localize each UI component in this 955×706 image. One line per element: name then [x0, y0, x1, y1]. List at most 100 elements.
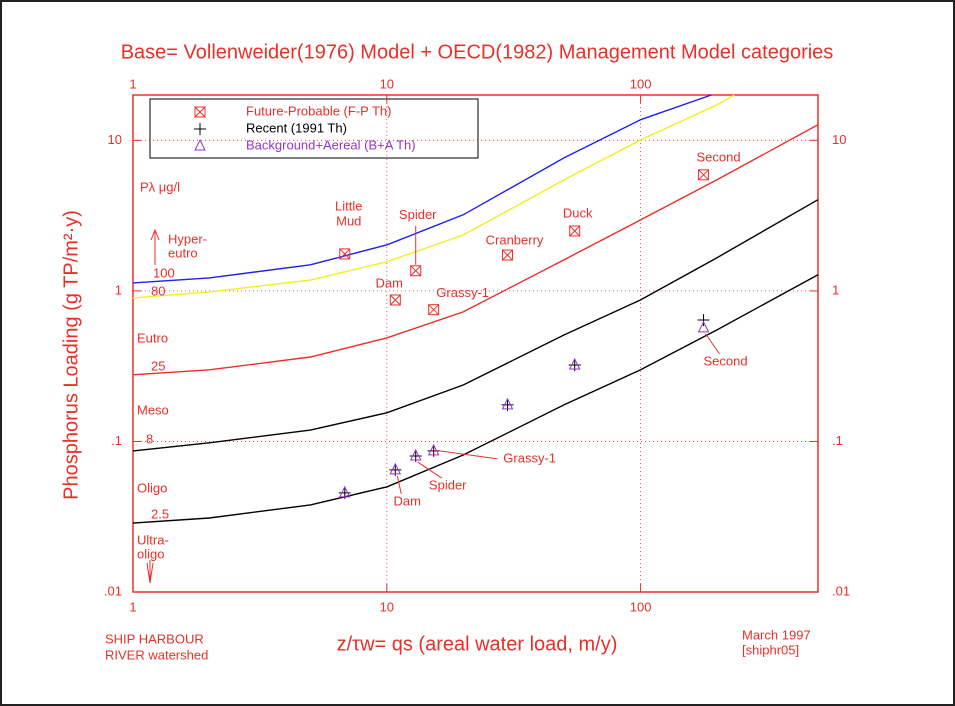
marker-x [502, 249, 513, 261]
point [410, 265, 422, 277]
curve-label: 80 [151, 283, 165, 298]
point [428, 304, 440, 316]
x-axis-label: z/τw= qs (areal water load, m/y) [337, 633, 618, 655]
y-tick-label: 10 [108, 132, 122, 147]
y-tick-label: .1 [111, 433, 122, 448]
point-label: Second [703, 353, 747, 368]
point-label: Dam [394, 493, 421, 508]
point [338, 485, 351, 498]
curve [132, 94, 735, 299]
marker-x [428, 304, 440, 316]
legend-label: Recent (1991 Th) [246, 120, 347, 135]
curve [132, 94, 712, 284]
marker-triangle [194, 138, 206, 151]
trophic-label: Ultra- [137, 532, 169, 547]
footnote: March 1997 [742, 627, 811, 642]
point-label: Mud [336, 213, 361, 228]
y-tick-label-right: .1 [832, 433, 843, 448]
x-tick-label: 10 [380, 599, 394, 614]
marker-box [339, 248, 351, 260]
marker-x [569, 225, 581, 237]
point [389, 462, 402, 475]
point-label: Second [696, 149, 740, 164]
marker-box [502, 249, 514, 261]
marker-triangle [389, 462, 402, 475]
point [389, 294, 401, 306]
point-label: Spider [399, 207, 437, 222]
point-label: Grassy-1 [436, 285, 489, 300]
marker-x [698, 169, 709, 181]
legend-marker [194, 123, 206, 135]
marker-plus [697, 313, 710, 326]
marker-box [410, 265, 422, 277]
y-tick-label: .01 [104, 583, 122, 598]
marker-triangle [409, 448, 422, 461]
trophic-label: oligo [137, 546, 164, 561]
curve [132, 199, 819, 452]
x-tick-label-top: 100 [630, 76, 652, 91]
x-tick-label: 100 [630, 599, 652, 614]
curve-label: 100 [153, 265, 175, 280]
x-tick-label-top: 10 [380, 76, 394, 91]
trophic-label: Meso [137, 402, 169, 417]
marker-x [194, 106, 206, 118]
legend-label: Background+Aereal (B+A Th) [246, 137, 416, 152]
point [427, 443, 440, 456]
curve-title: Pλ μg/l [140, 179, 180, 194]
y-tick-label-right: .01 [832, 583, 850, 598]
point [568, 357, 581, 370]
trophic-label: Hyper- [168, 231, 207, 246]
leader-line [396, 475, 402, 495]
point [697, 320, 710, 333]
legend-label: Future-Probable (F-P Th) [246, 103, 391, 118]
curve-label: 25 [151, 358, 165, 373]
marker-triangle [697, 320, 710, 333]
chart-title: Base= Vollenweider(1976) Model + OECD(19… [121, 41, 834, 63]
y-tick-label-right: 1 [832, 282, 839, 297]
plot-frame [132, 94, 819, 593]
legend [149, 98, 479, 159]
point-label: Dam [376, 275, 403, 290]
marker-box [698, 169, 710, 181]
point [698, 169, 710, 181]
footnote: SHIP HARBOUR [105, 631, 204, 646]
trophic-arrows [146, 228, 160, 584]
marker-triangle [338, 485, 351, 498]
point-label: Spider [429, 477, 467, 492]
x-tick-label: 1 [129, 599, 136, 614]
trophic-label: eutro [168, 245, 198, 260]
y-axis-label: Phosphorus Loading (g TP/m²·y) [60, 210, 82, 500]
curve-label: 2.5 [151, 506, 169, 521]
legend-marker [194, 106, 206, 118]
marker-triangle [427, 443, 440, 456]
trophic-label: Oligo [137, 480, 167, 495]
y-tick-label: 1 [115, 282, 122, 297]
marker-box [428, 304, 440, 316]
point [339, 248, 351, 260]
footnote: [shiphr05] [742, 642, 799, 657]
marker-triangle [568, 357, 581, 370]
point [501, 397, 514, 410]
curve [132, 274, 819, 524]
point-label: Cranberry [486, 232, 544, 247]
footnote: RIVER watershed [105, 647, 208, 662]
leader-line [439, 450, 498, 460]
point-label: Duck [563, 205, 593, 220]
marker-x [410, 265, 422, 277]
curve [132, 124, 819, 376]
y-tick-label-right: 10 [832, 132, 846, 147]
marker-box [389, 294, 401, 306]
leader-line [417, 461, 442, 479]
point-label: Little [335, 198, 362, 213]
marker-triangle [501, 397, 514, 410]
marker-box [569, 225, 581, 237]
marker-x [339, 248, 351, 260]
leader-line [705, 333, 720, 355]
point [697, 313, 710, 326]
trophic-label: Eutro [137, 330, 168, 345]
x-tick-label-top: 1 [129, 76, 136, 91]
point [409, 448, 422, 461]
marker-box [194, 106, 206, 118]
point [569, 225, 581, 237]
